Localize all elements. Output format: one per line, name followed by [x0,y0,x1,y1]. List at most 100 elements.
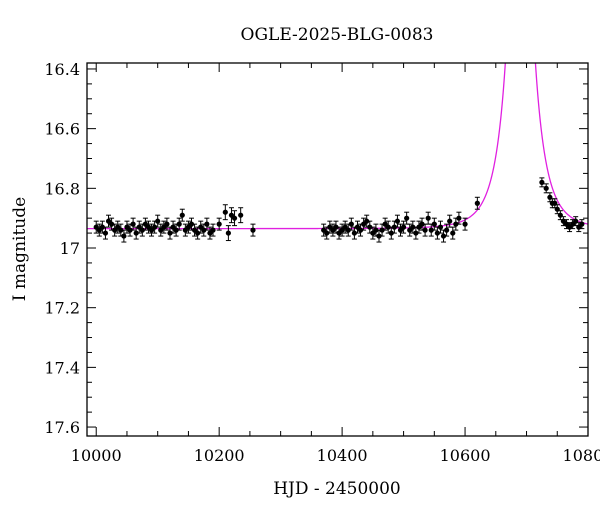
data-marker [351,230,358,236]
data-marker [176,221,182,227]
data-point [579,219,585,230]
data-point [388,226,394,240]
data-marker [364,218,370,224]
data-marker [394,218,401,224]
data-marker [440,233,447,239]
data-marker [413,230,419,236]
data-point [474,196,480,210]
data-point [201,223,207,237]
data-marker [216,221,222,227]
data-point [99,220,105,234]
data-point [543,183,549,194]
data-marker [201,227,207,233]
data-point [121,229,127,243]
data-marker [579,221,585,227]
y-axis-label: I magnitude [10,197,30,301]
data-points-layer [93,177,585,243]
data-marker [345,227,351,233]
data-point [179,208,185,222]
data-marker [428,227,434,233]
data-point [447,214,453,228]
data-marker [118,227,124,233]
data-point [204,217,210,231]
data-point [327,220,333,234]
y-tick-label: 17.4 [44,358,80,377]
data-point [422,223,428,237]
data-marker [373,227,379,233]
data-marker [388,230,394,236]
data-point [127,223,133,237]
data-point [385,220,391,234]
data-point [136,220,142,234]
data-point [133,226,139,240]
data-marker [453,221,459,227]
data-point [250,223,256,237]
data-marker [431,221,437,227]
data-marker [462,221,468,227]
plot-frame [86,62,589,437]
data-marker [173,227,179,233]
y-tick-label: 17 [60,239,80,258]
data-point [425,211,431,225]
data-marker [167,230,173,236]
data-point [188,217,195,231]
data-marker [238,212,244,218]
data-marker [385,224,391,230]
data-point [225,225,231,242]
x-tick-label: 10600 [440,446,491,465]
data-marker [404,215,410,221]
data-marker [456,215,462,221]
data-marker [539,179,545,185]
data-point [419,217,425,231]
data-marker [152,224,158,230]
data-point [456,211,462,225]
data-marker [250,227,256,233]
data-point [557,210,563,221]
data-point [130,217,136,231]
data-point [238,207,244,224]
data-marker [195,230,201,236]
data-marker [447,218,453,224]
y-tick-label: 16.6 [44,120,80,139]
data-marker [222,209,228,215]
data-marker [324,230,330,236]
data-marker [225,230,231,236]
data-marker [139,227,145,233]
data-point [164,217,170,231]
x-tick-label: 10200 [194,446,245,465]
data-point [400,220,407,234]
data-point [416,220,422,234]
data-marker [367,224,373,230]
x-tick-label: 10400 [317,446,368,465]
data-marker [474,200,480,206]
data-point [437,220,444,234]
data-marker [210,227,216,233]
x-tick-label: 10000 [71,446,122,465]
data-point [222,204,228,221]
data-point [462,217,468,231]
y-tick-label: 17.2 [44,299,80,318]
data-marker [425,215,431,221]
data-marker [164,221,170,227]
data-marker [231,215,238,221]
data-marker [419,221,425,227]
data-point [444,223,450,237]
data-marker [444,227,450,233]
data-point [210,223,216,237]
data-point [351,226,358,240]
data-point [118,223,124,237]
axis-ticks [87,63,589,436]
data-point [115,220,121,234]
data-marker [434,230,440,236]
data-marker [102,230,109,236]
data-marker [99,224,105,230]
data-marker [188,221,195,227]
data-marker [376,233,382,239]
data-point [176,217,182,231]
data-marker [204,221,210,227]
data-marker [391,224,397,230]
data-point [364,214,370,228]
data-marker [379,227,385,233]
